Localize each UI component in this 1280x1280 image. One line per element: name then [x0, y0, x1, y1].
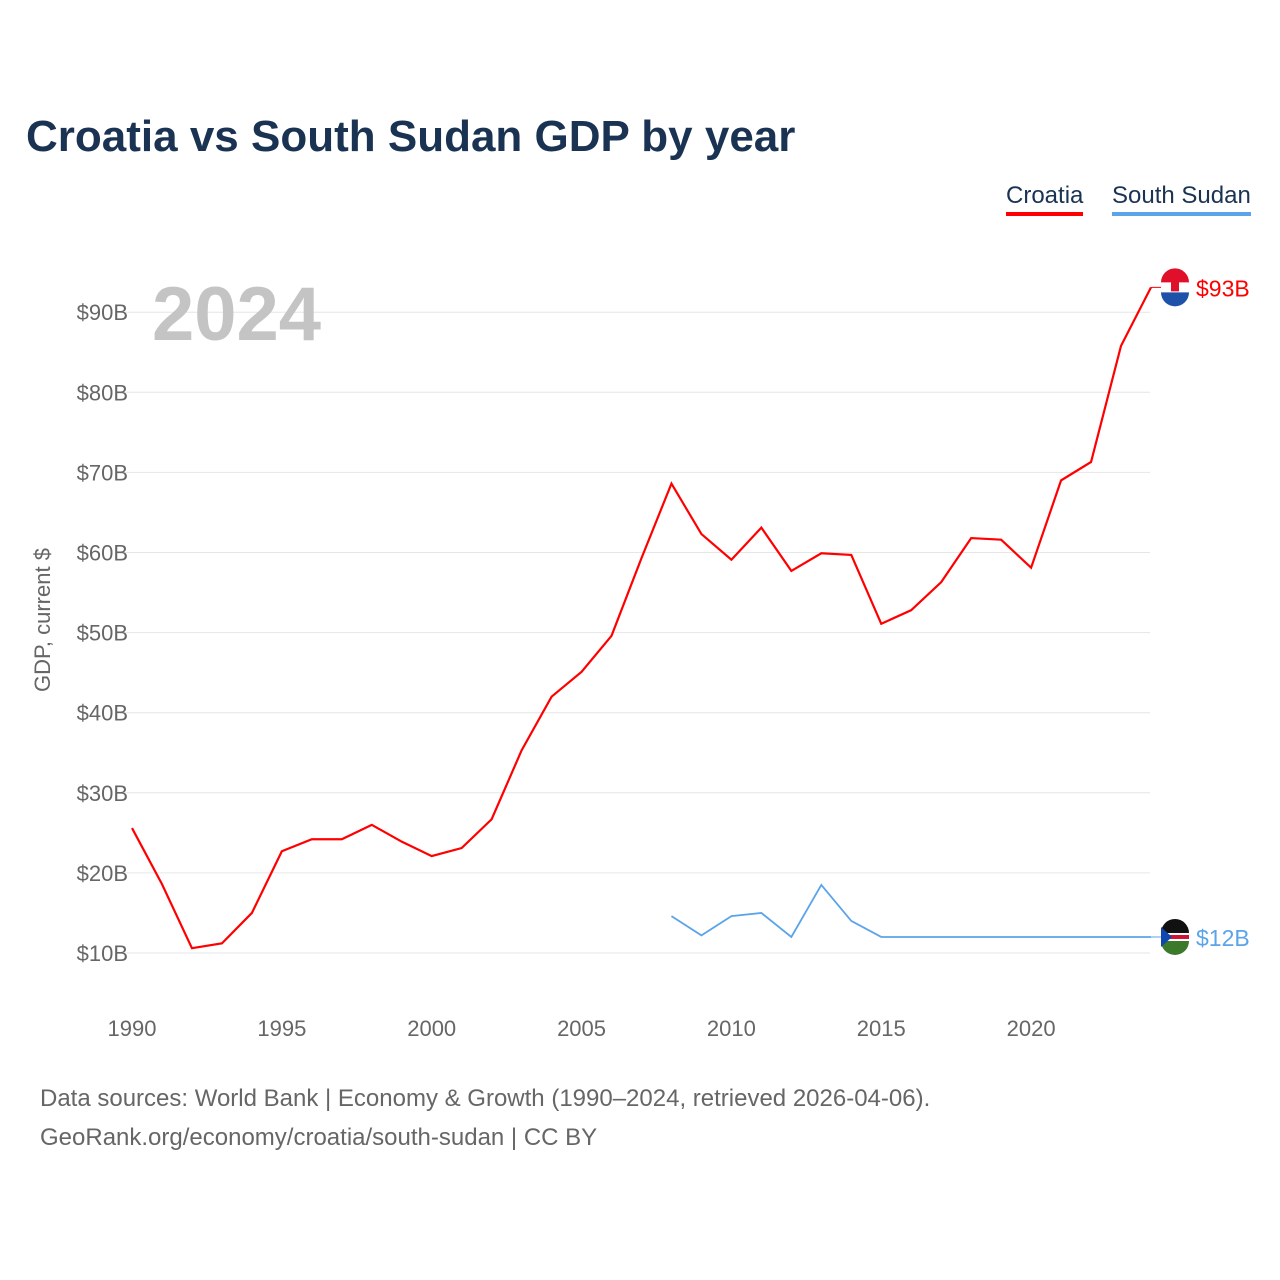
x-tick-label: 2010 — [707, 1016, 756, 1041]
flag-stripe — [1161, 934, 1189, 939]
x-tick-label: 1995 — [257, 1016, 306, 1041]
flag-shield — [1171, 281, 1179, 292]
y-tick-label: $80B — [77, 380, 128, 405]
y-tick-label: $10B — [77, 941, 128, 966]
chart-title: Croatia vs South Sudan GDP by year — [26, 112, 796, 161]
legend-croatia[interactable]: Croatia — [1006, 182, 1084, 216]
series-line-south-sudan — [670, 883, 1151, 939]
x-tick-label: 2000 — [407, 1016, 456, 1041]
y-axis-label: GDP, current $ — [30, 548, 55, 692]
year-label: 2024 — [152, 272, 321, 357]
end-value-label: $93B — [1196, 275, 1250, 301]
y-tick-label: $70B — [77, 460, 128, 485]
footer-sources: Data sources: World Bank | Economy & Gro… — [40, 1085, 931, 1112]
x-tick-label: 1990 — [108, 1016, 157, 1041]
x-tick-label: 2015 — [857, 1016, 906, 1041]
end-value-label: $12B — [1196, 925, 1250, 951]
flag-stripe — [1161, 940, 1189, 955]
y-tick-label: $50B — [77, 621, 128, 646]
flag-stripe — [1161, 268, 1189, 283]
y-tick-label: $30B — [77, 781, 128, 806]
y-tick-label: $20B — [77, 861, 128, 886]
flag-stripe — [1161, 292, 1189, 307]
x-tick-label: 2020 — [1007, 1016, 1056, 1041]
flag-stripe — [1161, 918, 1189, 933]
y-tick-label: $90B — [77, 300, 128, 325]
y-tick-label: $60B — [77, 541, 128, 566]
flag-triangle — [1161, 926, 1172, 947]
series-line-croatia — [131, 286, 1152, 950]
x-tick-label: 2005 — [557, 1016, 606, 1041]
footer-link[interactable]: GeoRank.org/economy/croatia/south-sudan … — [40, 1124, 598, 1151]
legend-south-sudan[interactable]: South Sudan — [1112, 182, 1251, 216]
y-tick-label: $40B — [77, 701, 128, 726]
